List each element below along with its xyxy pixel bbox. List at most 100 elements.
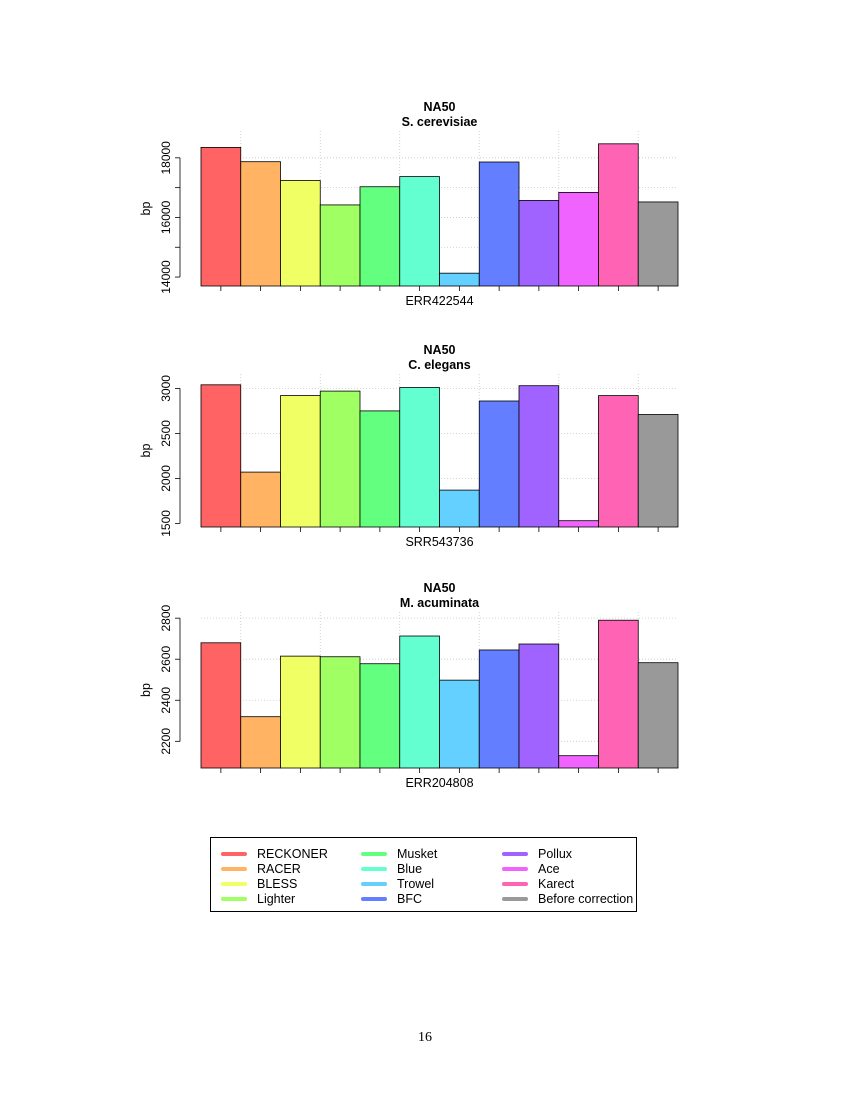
y-tick-label: 3000	[159, 375, 173, 402]
bar-musket	[359, 663, 401, 769]
bar-ace	[558, 755, 599, 769]
legend-item-bless: BLESS	[211, 876, 328, 891]
x-axis-label: SRR543736	[405, 535, 473, 549]
chart-subtitle: C. elegans	[408, 358, 471, 372]
legend-swatch	[502, 896, 528, 901]
legend-swatch	[502, 866, 528, 871]
legend-label: Blue	[397, 861, 423, 876]
legend-label: Before correction	[538, 891, 634, 906]
bar-racer	[240, 471, 281, 528]
legend-swatch	[502, 881, 528, 886]
y-axis-label: bp	[139, 683, 153, 697]
chart-title: NA50	[424, 100, 456, 114]
legend-item-trowel: Trowel	[351, 876, 437, 891]
legend-label: Trowel	[397, 876, 435, 891]
bar-reckoner	[200, 642, 242, 769]
bar-bfc	[478, 400, 520, 528]
legend-swatch	[221, 896, 247, 901]
bar-racer	[240, 716, 281, 769]
y-tick-label: 1500	[159, 510, 173, 537]
chart-subtitle: S. cerevisiae	[402, 115, 478, 129]
legend-label: Pollux	[538, 846, 573, 861]
bar-musket	[359, 410, 401, 528]
bar-trowel	[439, 679, 480, 769]
legend-label: RECKONER	[257, 846, 328, 861]
legend-swatch	[361, 866, 387, 871]
legend: RECKONER RACER BLESS Lighter Musket Blue…	[210, 837, 637, 912]
legend-item-reckoner: RECKONER	[211, 846, 328, 861]
legend-label: BFC	[397, 891, 422, 906]
legend-column-3: Pollux Ace Karect Before correction	[492, 846, 633, 906]
bar-ace	[558, 192, 599, 287]
y-axis-label: bp	[139, 444, 153, 458]
y-tick-label: 2200	[159, 728, 173, 755]
bar-musket	[359, 186, 401, 287]
y-tick-label: 2800	[159, 604, 173, 631]
legend-column-2: Musket Blue Trowel BFC	[351, 846, 437, 906]
y-axis-label: bp	[139, 202, 153, 216]
bar-pollux	[518, 200, 560, 287]
legend-item-musket: Musket	[351, 846, 437, 861]
bar-bfc	[478, 161, 520, 287]
bar-trowel	[439, 272, 480, 287]
bar-bfc	[478, 649, 520, 769]
legend-item-racer: RACER	[211, 861, 328, 876]
bar-bless	[280, 395, 321, 528]
legend-item-pollux: Pollux	[492, 846, 633, 861]
x-axis-label: ERR204808	[405, 776, 473, 790]
legend-swatch	[221, 851, 247, 856]
bar-blue	[399, 387, 440, 528]
legend-label: Ace	[538, 861, 560, 876]
bar-lighter	[319, 390, 361, 528]
x-axis-label: ERR422544	[405, 294, 473, 308]
bar-bless	[280, 180, 321, 287]
bar-blue	[399, 176, 440, 287]
bar-reckoner	[200, 146, 242, 287]
y-tick-label: 2500	[159, 420, 173, 447]
bar-lighter	[319, 204, 361, 287]
page-number: 16	[418, 1030, 432, 1045]
legend-label: RACER	[257, 861, 301, 876]
legend-item-bfc: BFC	[351, 891, 437, 906]
bar-reckoner	[200, 384, 242, 528]
bar-karect	[598, 619, 639, 769]
legend-label: Karect	[538, 876, 575, 891]
chart-title: NA50	[424, 343, 456, 357]
bar-racer	[240, 161, 281, 287]
legend-item-blue: Blue	[351, 861, 437, 876]
y-tick-label: 2600	[159, 646, 173, 673]
legend-label: Lighter	[257, 891, 296, 906]
legend-item-lighter: Lighter	[211, 891, 328, 906]
legend-swatch	[221, 881, 247, 886]
bar-pollux	[518, 385, 560, 528]
bar-before-correction	[637, 414, 679, 528]
legend-swatch	[361, 851, 387, 856]
bar-ace	[558, 520, 599, 528]
bar-before-correction	[637, 662, 679, 769]
bar-karect	[598, 143, 639, 287]
bar-bless	[280, 655, 321, 769]
y-tick-label: 14000	[159, 260, 173, 294]
chart-subtitle: M. acuminata	[400, 596, 480, 610]
legend-item-karect: Karect	[492, 876, 633, 891]
y-tick-label: 2400	[159, 687, 173, 714]
legend-label: BLESS	[257, 876, 298, 891]
bar-before-correction	[637, 201, 679, 287]
legend-swatch	[361, 881, 387, 886]
legend-label: Musket	[397, 846, 438, 861]
chart-title: NA50	[424, 581, 456, 595]
y-tick-label: 16000	[159, 200, 173, 234]
bar-trowel	[439, 489, 480, 528]
legend-swatch	[361, 896, 387, 901]
y-tick-label: 2000	[159, 465, 173, 492]
legend-column-1: RECKONER RACER BLESS Lighter	[211, 846, 328, 906]
bar-pollux	[518, 643, 560, 769]
legend-swatch	[502, 851, 528, 856]
legend-item-ace: Ace	[492, 861, 633, 876]
legend-swatch	[221, 866, 247, 871]
bar-karect	[598, 395, 639, 528]
